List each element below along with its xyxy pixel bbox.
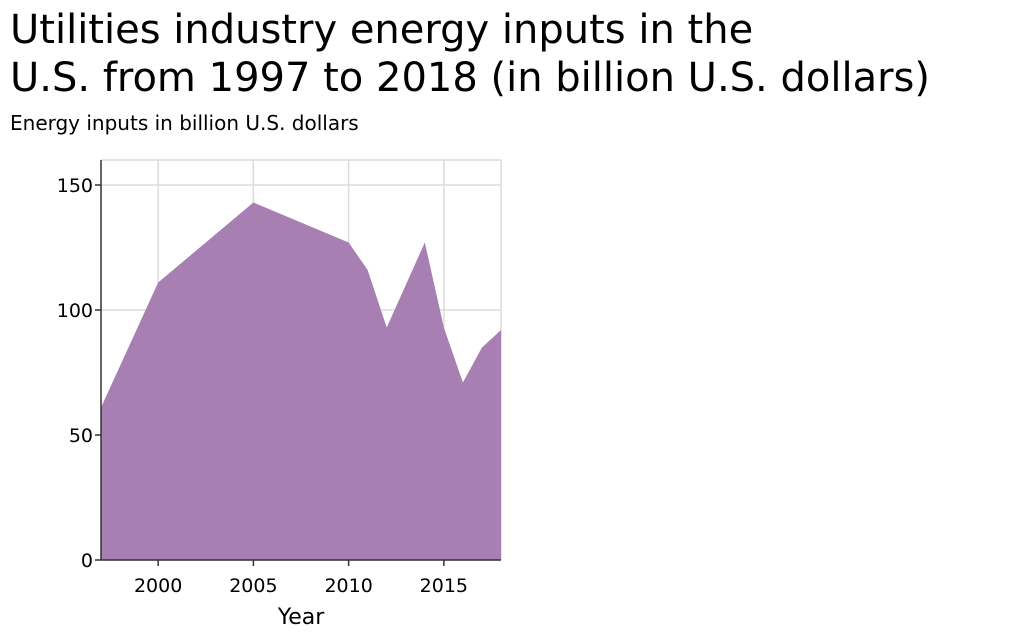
x-tick-label-2010: 2010	[324, 575, 372, 597]
y-tick-label-100: 100	[57, 300, 93, 322]
y-tick-label-0: 0	[81, 550, 93, 572]
y-tick-label-150: 150	[57, 175, 93, 197]
chart-title-line-1: Utilities industry energy inputs in the	[10, 7, 754, 53]
x-axis-ticks: 2000 2005 2010 2015	[134, 560, 468, 597]
y-axis-ticks: 0 50 100 150	[57, 175, 101, 572]
chart-title: Utilities industry energy inputs in the …	[10, 6, 930, 102]
x-tick-label-2005: 2005	[229, 575, 277, 597]
x-axis-label: Year	[277, 605, 326, 630]
area-series	[101, 202, 501, 560]
y-tick-label-50: 50	[69, 425, 93, 447]
axes	[100, 160, 501, 561]
y-axis-label: Energy inputs in billion U.S. dollars	[10, 111, 359, 135]
x-tick-label-2015: 2015	[420, 575, 468, 597]
chart-title-line-2: U.S. from 1997 to 2018 (in billion U.S. …	[10, 55, 930, 101]
x-tick-label-2000: 2000	[134, 575, 182, 597]
